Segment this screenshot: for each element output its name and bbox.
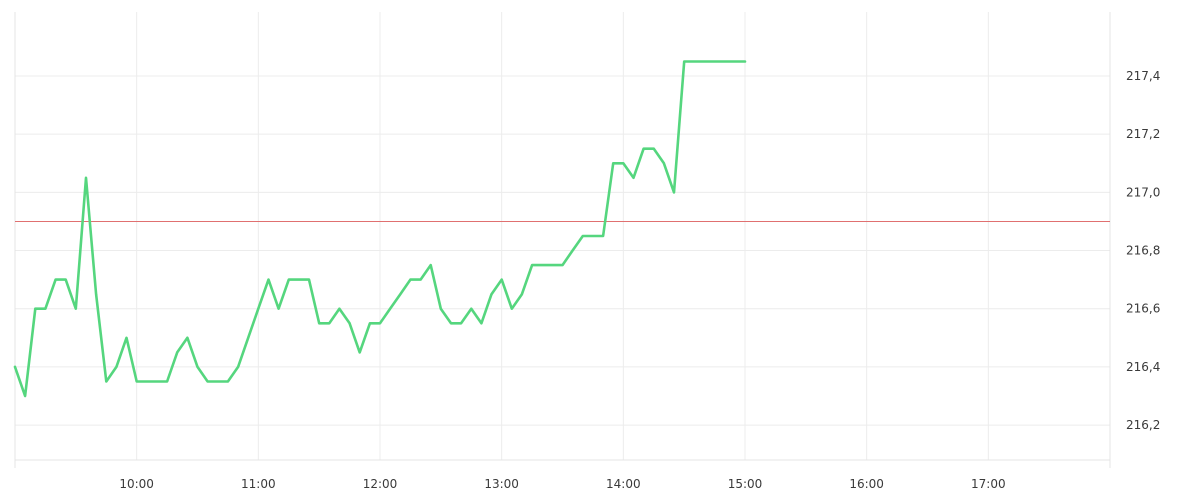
- series-line: [13, 60, 747, 398]
- y-axis-tick-labels: 216,2 216,4 216,6 216,8 217,0 217,2 217,4: [1126, 69, 1160, 432]
- x-tick-label: 14:00: [606, 477, 641, 491]
- grid: [15, 12, 1110, 460]
- y-tick-label: 216,8: [1126, 244, 1160, 258]
- x-tick-label: 16:00: [849, 477, 884, 491]
- x-axis-tick-labels: 10:00 11:00 12:00 13:00 14:00 15:00 16:00 17:00: [119, 477, 1005, 491]
- y-tick-label: 217,2: [1126, 127, 1160, 141]
- y-tick-label: 216,6: [1126, 302, 1160, 316]
- x-tick-label: 10:00: [119, 477, 154, 491]
- y-tick-label: 217,4: [1126, 69, 1160, 83]
- x-tick-label: 17:00: [971, 477, 1006, 491]
- axes: [14, 12, 1111, 468]
- y-tick-label: 216,2: [1126, 418, 1160, 432]
- y-tick-label: 217,0: [1126, 185, 1160, 199]
- x-tick-label: 11:00: [241, 477, 276, 491]
- x-tick-label: 15:00: [728, 477, 763, 491]
- x-tick-label: 13:00: [484, 477, 519, 491]
- y-tick-label: 216,4: [1126, 360, 1160, 374]
- x-tick-label: 12:00: [363, 477, 398, 491]
- series-group: [13, 60, 747, 398]
